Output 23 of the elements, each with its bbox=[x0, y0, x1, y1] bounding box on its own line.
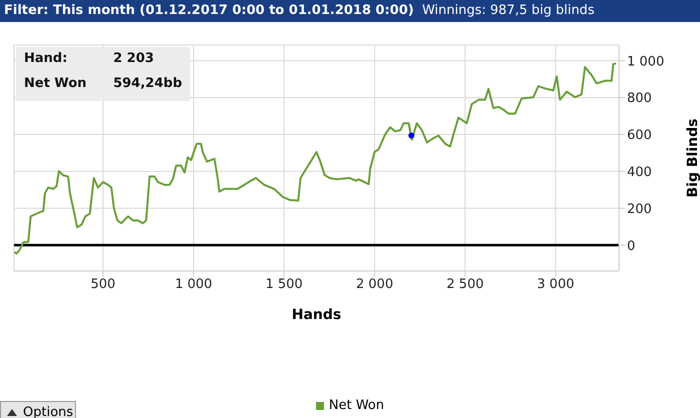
y-tick-label: 1 000 bbox=[627, 54, 664, 70]
annotation: Hand: bbox=[24, 51, 68, 68]
legend-label: Net Won bbox=[328, 398, 384, 413]
x-tick-label: 1 500 bbox=[265, 277, 303, 292]
y-tick-label: 0 bbox=[627, 238, 636, 254]
x-tick-label: 2 000 bbox=[356, 277, 394, 292]
annotation: 594,24bb bbox=[113, 76, 182, 92]
x-tick-label: 2 500 bbox=[446, 277, 484, 292]
x-tick-label: 3 000 bbox=[537, 277, 574, 292]
x-tick-label: 500 bbox=[90, 277, 116, 292]
chart-title: Filter: This month (01.12.2017 0:00 to 01.01.2018 0:00) bbox=[4, 3, 414, 18]
annotation: Net Won bbox=[24, 76, 88, 92]
line-series bbox=[14, 62, 617, 254]
annotation: 2 203 bbox=[113, 51, 155, 68]
x-tick-label: 1 000 bbox=[174, 277, 212, 292]
x-axis-title: Hands bbox=[292, 307, 342, 323]
text: Options bbox=[23, 404, 74, 418]
y-axis-title: Big Blinds bbox=[684, 118, 700, 198]
y-tick-label: 600 bbox=[627, 128, 652, 144]
y-tick-label: 200 bbox=[627, 202, 652, 217]
y-tick-label: 400 bbox=[627, 164, 652, 180]
y-tick-label: 800 bbox=[627, 91, 652, 106]
chart-subtitle: Winnings: 987,5 big blinds bbox=[422, 3, 594, 18]
